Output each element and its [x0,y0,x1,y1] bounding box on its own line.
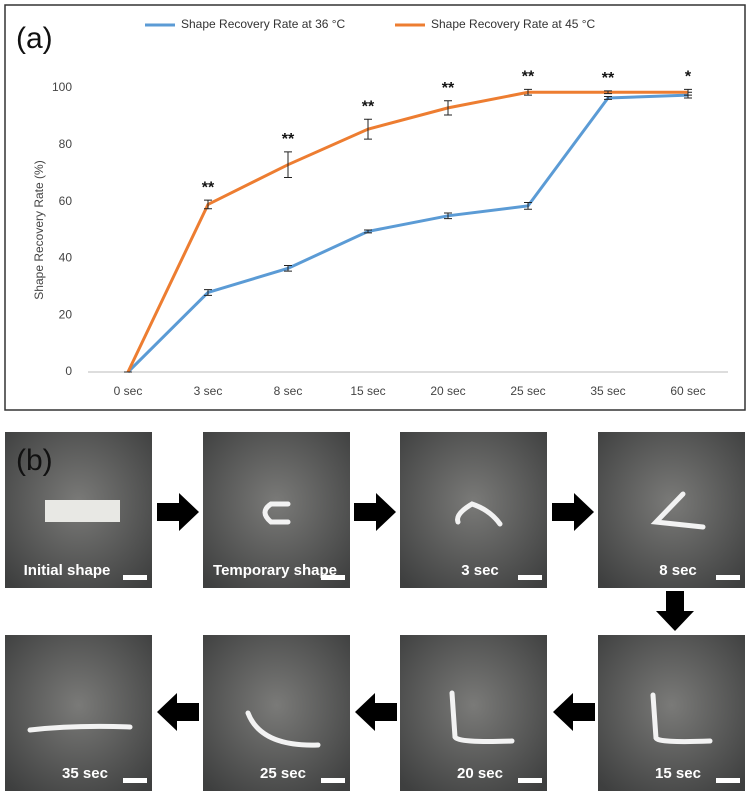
y-tick-label: 80 [59,137,73,151]
scale-bar [518,575,542,580]
specimen [650,692,713,745]
scale-bar [123,778,147,783]
significance-label: ** [442,80,455,97]
panel-label: (a) [16,22,53,55]
scale-bar [716,575,740,580]
y-axis-label: Shape Recovery Rate (%) [32,160,46,299]
photo-frame: Initial shape [5,432,152,588]
frame-label: 15 sec [655,765,701,782]
photo [598,432,745,588]
photo [400,635,547,791]
specimen [262,501,291,525]
error-bar [524,201,532,210]
error-bar [284,151,292,178]
photo-frame: 3 sec [400,432,547,588]
panel-label: (b) [16,444,53,477]
photo [598,635,745,791]
error-bar [204,199,212,210]
x-tick-label: 60 sec [670,384,705,398]
error-bar [204,289,212,296]
error-bar [444,212,452,220]
error-bar [684,88,692,96]
arrow [553,693,595,731]
specimen [245,710,321,748]
significance-label: ** [282,131,295,148]
error-bar [524,88,532,96]
frame-label: 8 sec [659,562,697,579]
photo-frame: 15 sec [598,635,745,791]
scale-bar [321,575,345,580]
scale-bar [321,778,345,783]
series-line [126,93,689,374]
significance-label: ** [602,70,615,87]
arrows [157,493,694,731]
arrow [552,493,594,531]
photo-frame: 35 sec [5,635,152,791]
specimen [449,690,515,744]
scale-bar [518,778,542,783]
frame-label: Initial shape [24,562,111,579]
frame-label: 35 sec [62,765,108,782]
error-bar [444,100,452,116]
photo [400,432,547,588]
x-tick-label: 35 sec [590,384,625,398]
error-bar [604,96,612,100]
y-tick-label: 100 [52,80,72,94]
photo [5,635,152,791]
frame-label: 3 sec [461,562,499,579]
legend-label: Shape Recovery Rate at 36 °C [181,17,346,31]
x-tick-label: 3 sec [194,384,223,398]
arrow [157,693,199,731]
specimen [650,491,706,530]
legend-label: Shape Recovery Rate at 45 °C [431,17,596,31]
chart-frame [4,4,746,411]
arrow [355,693,397,731]
y-tick-label: 0 [65,364,72,378]
x-tick-label: 15 sec [350,384,385,398]
arrow [656,591,694,631]
significance-label: ** [202,179,215,196]
photo-frame: 25 sec [203,635,350,791]
x-tick-label: 25 sec [510,384,545,398]
error-bar [284,265,292,272]
y-tick-label: 40 [59,251,73,265]
x-tick-label: 20 sec [430,384,465,398]
x-tick-label: 8 sec [274,384,303,398]
frame-label: 20 sec [457,765,503,782]
y-tick-label: 20 [59,307,73,321]
photo-frame: Temporary shape [203,432,350,588]
series-line [126,90,688,373]
y-tick-label: 60 [59,194,73,208]
error-bar [364,229,372,234]
arrow [354,493,396,531]
photo-frame: 20 sec [400,635,547,791]
frame-label: Temporary shape [213,562,337,579]
significance-label: ** [362,98,375,115]
scale-bar [716,778,740,783]
frame-label: 25 sec [260,765,306,782]
photo [203,635,350,791]
scale-bar [123,575,147,580]
photo [203,432,350,588]
error-bar [604,90,612,95]
significance-label: ** [522,69,535,86]
specimen [45,500,120,522]
significance-label: * [685,69,692,86]
x-tick-label: 0 sec [114,384,143,398]
specimen [27,723,133,733]
arrow [157,493,199,531]
error-bar [364,118,372,140]
photo-frame: 8 sec [598,432,745,588]
specimen [455,501,503,527]
